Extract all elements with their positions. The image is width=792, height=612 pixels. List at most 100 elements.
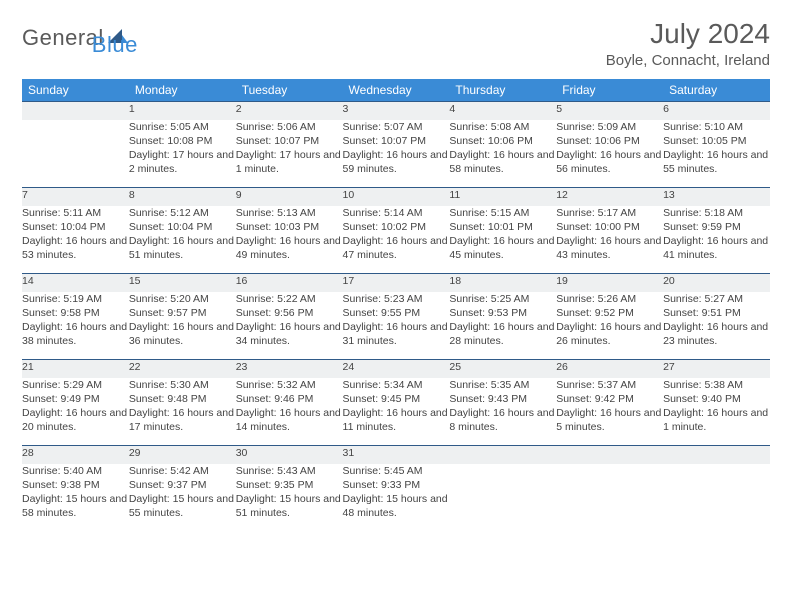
daylight-text: Daylight: 16 hours and 11 minutes.: [343, 406, 450, 434]
daylight-text: Daylight: 16 hours and 14 minutes.: [236, 406, 343, 434]
day-detail-cell: Sunrise: 5:14 AMSunset: 10:02 PMDaylight…: [343, 206, 450, 274]
day-detail-cell: Sunrise: 5:05 AMSunset: 10:08 PMDaylight…: [129, 120, 236, 188]
day-detail-cell: Sunrise: 5:38 AMSunset: 9:40 PMDaylight:…: [663, 378, 770, 446]
logo: General Blue: [22, 18, 190, 58]
sunrise-text: Sunrise: 5:13 AM: [236, 206, 343, 220]
day-number-cell: 13: [663, 188, 770, 206]
sunset-text: Sunset: 10:02 PM: [343, 220, 450, 234]
sunset-text: Sunset: 9:37 PM: [129, 478, 236, 492]
day-number-cell: 9: [236, 188, 343, 206]
location-subtitle: Boyle, Connacht, Ireland: [606, 52, 770, 69]
day-number-cell: 11: [449, 188, 556, 206]
daylight-text: Daylight: 16 hours and 5 minutes.: [556, 406, 663, 434]
day-detail-cell: Sunrise: 5:23 AMSunset: 9:55 PMDaylight:…: [343, 292, 450, 360]
daylight-text: Daylight: 16 hours and 53 minutes.: [22, 234, 129, 262]
day-detail-cell: Sunrise: 5:08 AMSunset: 10:06 PMDaylight…: [449, 120, 556, 188]
day-detail-cell: Sunrise: 5:10 AMSunset: 10:05 PMDaylight…: [663, 120, 770, 188]
day-detail-row: Sunrise: 5:05 AMSunset: 10:08 PMDaylight…: [22, 120, 770, 188]
day-number-row: 78910111213: [22, 188, 770, 206]
day-detail-cell: Sunrise: 5:32 AMSunset: 9:46 PMDaylight:…: [236, 378, 343, 446]
day-number-cell: 10: [343, 188, 450, 206]
daylight-text: Daylight: 16 hours and 36 minutes.: [129, 320, 236, 348]
sunset-text: Sunset: 10:07 PM: [236, 134, 343, 148]
daylight-text: Daylight: 16 hours and 49 minutes.: [236, 234, 343, 262]
sunset-text: Sunset: 10:03 PM: [236, 220, 343, 234]
daylight-text: Daylight: 16 hours and 17 minutes.: [129, 406, 236, 434]
day-detail-cell: Sunrise: 5:26 AMSunset: 9:52 PMDaylight:…: [556, 292, 663, 360]
sunset-text: Sunset: 9:55 PM: [343, 306, 450, 320]
sunset-text: Sunset: 9:33 PM: [343, 478, 450, 492]
sunrise-text: Sunrise: 5:06 AM: [236, 120, 343, 134]
sunrise-text: Sunrise: 5:10 AM: [663, 120, 770, 134]
weekday-header: Tuesday: [236, 79, 343, 102]
sunset-text: Sunset: 9:48 PM: [129, 392, 236, 406]
day-number-cell: 19: [556, 274, 663, 292]
sunrise-text: Sunrise: 5:38 AM: [663, 378, 770, 392]
day-number-cell: 2: [236, 102, 343, 120]
sunrise-text: Sunrise: 5:15 AM: [449, 206, 556, 220]
day-detail-cell: Sunrise: 5:25 AMSunset: 9:53 PMDaylight:…: [449, 292, 556, 360]
day-number-row: 14151617181920: [22, 274, 770, 292]
sunset-text: Sunset: 10:00 PM: [556, 220, 663, 234]
page-title: July 2024: [606, 18, 770, 50]
sunrise-text: Sunrise: 5:45 AM: [343, 464, 450, 478]
weekday-header: Monday: [129, 79, 236, 102]
sunrise-text: Sunrise: 5:19 AM: [22, 292, 129, 306]
day-detail-cell: Sunrise: 5:06 AMSunset: 10:07 PMDaylight…: [236, 120, 343, 188]
sunset-text: Sunset: 9:52 PM: [556, 306, 663, 320]
daylight-text: Daylight: 16 hours and 31 minutes.: [343, 320, 450, 348]
day-number-cell: 16: [236, 274, 343, 292]
day-number-cell: 4: [449, 102, 556, 120]
daylight-text: Daylight: 16 hours and 20 minutes.: [22, 406, 129, 434]
sunrise-text: Sunrise: 5:40 AM: [22, 464, 129, 478]
day-detail-cell: Sunrise: 5:13 AMSunset: 10:03 PMDaylight…: [236, 206, 343, 274]
sunrise-text: Sunrise: 5:14 AM: [343, 206, 450, 220]
daylight-text: Daylight: 15 hours and 58 minutes.: [22, 492, 129, 520]
daylight-text: Daylight: 15 hours and 55 minutes.: [129, 492, 236, 520]
sunset-text: Sunset: 9:35 PM: [236, 478, 343, 492]
day-number-cell: 20: [663, 274, 770, 292]
day-number-cell: 23: [236, 360, 343, 378]
sunrise-text: Sunrise: 5:22 AM: [236, 292, 343, 306]
daylight-text: Daylight: 16 hours and 23 minutes.: [663, 320, 770, 348]
day-number-cell: 29: [129, 446, 236, 464]
day-detail-cell: Sunrise: 5:11 AMSunset: 10:04 PMDaylight…: [22, 206, 129, 274]
day-number-cell: 27: [663, 360, 770, 378]
day-number-cell: [663, 446, 770, 464]
day-number-cell: 21: [22, 360, 129, 378]
day-number-cell: 14: [22, 274, 129, 292]
day-number-cell: 28: [22, 446, 129, 464]
sunrise-text: Sunrise: 5:07 AM: [343, 120, 450, 134]
sunrise-text: Sunrise: 5:34 AM: [343, 378, 450, 392]
sunrise-text: Sunrise: 5:17 AM: [556, 206, 663, 220]
sunset-text: Sunset: 9:43 PM: [449, 392, 556, 406]
sunrise-text: Sunrise: 5:05 AM: [129, 120, 236, 134]
weekday-header: Friday: [556, 79, 663, 102]
day-number-row: 123456: [22, 102, 770, 120]
sunset-text: Sunset: 9:42 PM: [556, 392, 663, 406]
day-detail-cell: [556, 464, 663, 532]
day-number-cell: 26: [556, 360, 663, 378]
sunset-text: Sunset: 10:01 PM: [449, 220, 556, 234]
sunrise-text: Sunrise: 5:18 AM: [663, 206, 770, 220]
day-detail-cell: Sunrise: 5:29 AMSunset: 9:49 PMDaylight:…: [22, 378, 129, 446]
day-number-row: 21222324252627: [22, 360, 770, 378]
day-number-cell: 25: [449, 360, 556, 378]
calendar-table: SundayMondayTuesdayWednesdayThursdayFrid…: [22, 79, 770, 532]
header: General Blue July 2024 Boyle, Connacht, …: [22, 18, 770, 69]
day-number-cell: [22, 102, 129, 120]
sunset-text: Sunset: 10:04 PM: [129, 220, 236, 234]
day-detail-row: Sunrise: 5:29 AMSunset: 9:49 PMDaylight:…: [22, 378, 770, 446]
daylight-text: Daylight: 15 hours and 48 minutes.: [343, 492, 450, 520]
day-detail-cell: Sunrise: 5:27 AMSunset: 9:51 PMDaylight:…: [663, 292, 770, 360]
weekday-header: Sunday: [22, 79, 129, 102]
daylight-text: Daylight: 16 hours and 38 minutes.: [22, 320, 129, 348]
sunset-text: Sunset: 9:51 PM: [663, 306, 770, 320]
sunrise-text: Sunrise: 5:09 AM: [556, 120, 663, 134]
sunset-text: Sunset: 9:56 PM: [236, 306, 343, 320]
day-detail-cell: Sunrise: 5:19 AMSunset: 9:58 PMDaylight:…: [22, 292, 129, 360]
sunrise-text: Sunrise: 5:32 AM: [236, 378, 343, 392]
day-detail-cell: Sunrise: 5:18 AMSunset: 9:59 PMDaylight:…: [663, 206, 770, 274]
day-detail-cell: Sunrise: 5:07 AMSunset: 10:07 PMDaylight…: [343, 120, 450, 188]
title-block: July 2024 Boyle, Connacht, Ireland: [606, 18, 770, 69]
